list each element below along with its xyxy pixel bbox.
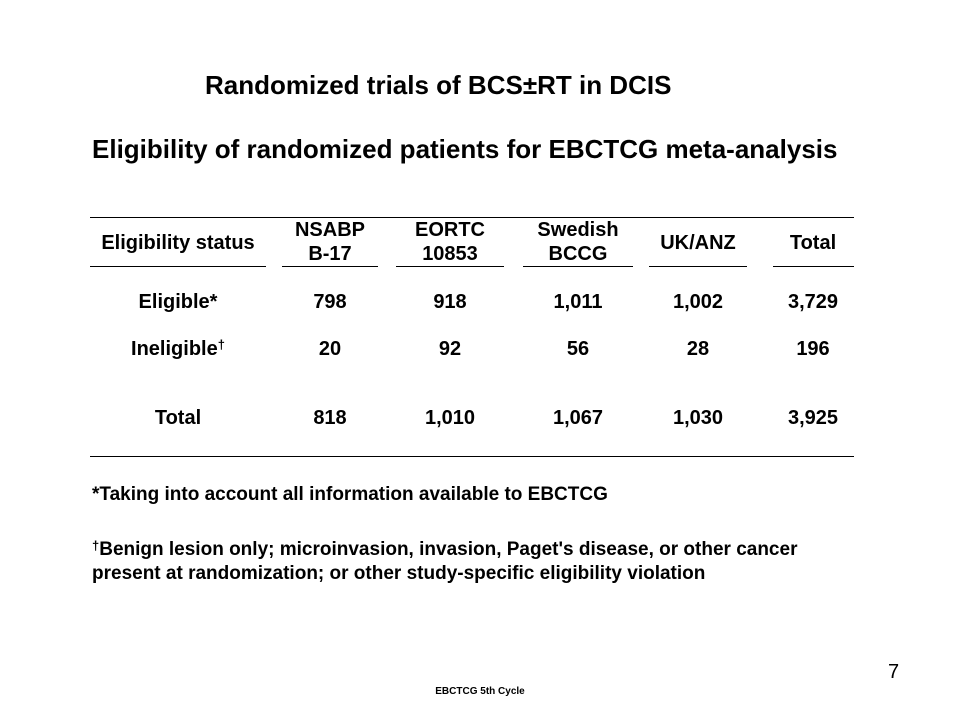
table-cell: 918	[433, 291, 467, 313]
slide-footer: EBCTCG 5th Cycle	[435, 686, 525, 697]
table-cell: 196	[796, 338, 830, 360]
col-header-total: Total	[789, 232, 837, 254]
table-cell: 1,010	[424, 407, 476, 429]
table-cell: 56	[566, 338, 590, 360]
table-cell: 92	[438, 338, 462, 360]
table-cell: 28	[686, 338, 710, 360]
table-cell: 20	[318, 338, 342, 360]
col-header-eligibility-status: Eligibility status	[101, 232, 255, 254]
table-cell: 3,925	[787, 407, 839, 429]
header-rule	[773, 266, 854, 267]
header-rule	[396, 266, 504, 267]
col-header-ukanz: UK/ANZ	[660, 232, 736, 254]
col-header-swedish: Swedish BCCG	[537, 219, 619, 265]
footnote-dagger: †Benign lesion only; microinvasion, inva…	[92, 538, 798, 584]
slide-subtitle: Eligibility of randomized patients for E…	[92, 134, 838, 164]
page-number: 7	[888, 661, 900, 683]
header-rule	[649, 266, 747, 267]
footnote-asterisk: *Taking into account all information ava…	[92, 484, 608, 505]
table-cell: 1,011	[553, 291, 603, 313]
table-bottom-rule	[90, 456, 854, 457]
table-cell: 1,030	[672, 407, 724, 429]
table-cell: 818	[313, 407, 347, 429]
header-rule	[90, 266, 266, 267]
col-header-eortc: EORTC 10853	[415, 219, 485, 265]
slide-title: Randomized trials of BCS±RT in DCIS	[205, 70, 672, 100]
row-label: Total	[154, 407, 202, 429]
dagger-mark: †	[92, 538, 100, 553]
col-header-nsabp: NSABP B-17	[294, 219, 365, 265]
row-label: Ineligible†	[131, 337, 225, 360]
table-cell: 1,067	[552, 407, 604, 429]
table-cell: 798	[313, 291, 347, 313]
table-cell: 1,002	[672, 291, 724, 313]
dagger-mark: †	[217, 337, 225, 352]
row-label: Eligible*	[138, 291, 218, 313]
table-cell: 3,729	[787, 291, 839, 313]
header-rule	[523, 266, 633, 267]
table-top-rule	[90, 217, 854, 218]
header-rule	[282, 266, 378, 267]
